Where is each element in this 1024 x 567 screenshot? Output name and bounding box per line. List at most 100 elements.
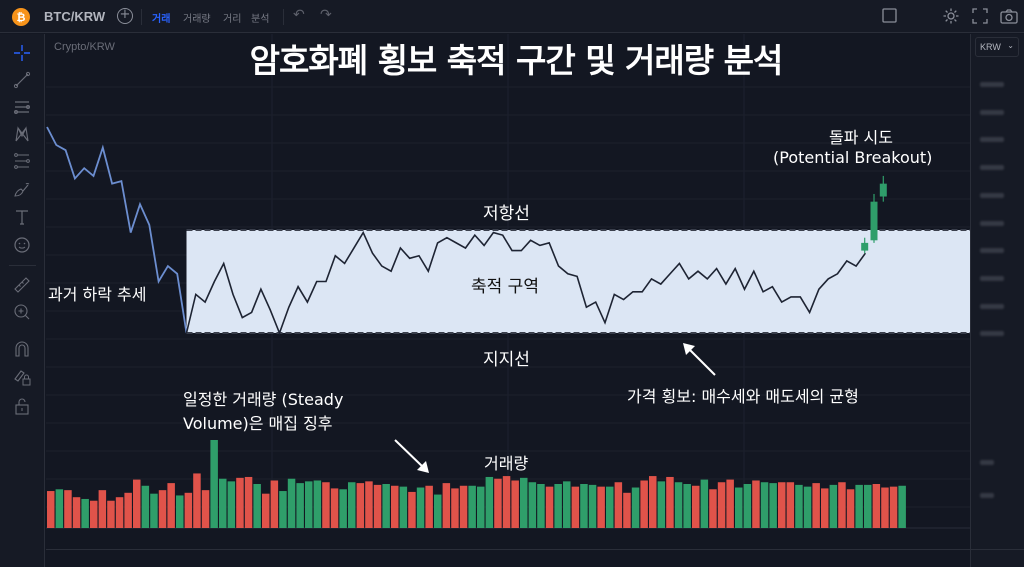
magnet-icon[interactable]	[12, 339, 32, 359]
bitcoin-logo-icon: ₿	[12, 8, 30, 26]
volume-bar	[193, 473, 201, 528]
volume-bar	[494, 478, 502, 528]
text-icon[interactable]	[12, 207, 32, 227]
volume-bar	[201, 490, 210, 528]
sideways-note: 가격 횡보: 매수세와 매도세의 균형	[627, 387, 859, 406]
gear-icon[interactable]	[942, 7, 960, 25]
volume-bar	[150, 493, 158, 528]
volume-bar	[640, 480, 648, 528]
volume-bar	[167, 483, 175, 528]
fullscreen-icon[interactable]	[972, 7, 988, 25]
volume-bar	[287, 478, 296, 528]
volume-bar	[666, 476, 674, 528]
volume-bar	[717, 482, 726, 528]
volume-tick	[980, 460, 994, 465]
volume-bar	[692, 485, 700, 528]
steady-volume-note-line1: 일정한 거래량 (Steady	[183, 390, 344, 409]
toolbar-divider	[9, 265, 36, 266]
ruler-icon[interactable]	[12, 275, 32, 295]
breakout-label: 돌파 시도	[829, 128, 893, 147]
pattern-icon[interactable]	[12, 124, 32, 144]
volume-bar	[778, 482, 786, 528]
volume-bar	[709, 489, 717, 528]
volume-bar	[141, 485, 150, 528]
symbol-selector[interactable]: BTC/KRW	[44, 9, 106, 24]
volume-bar	[571, 486, 580, 528]
volume-bar	[597, 486, 605, 528]
volume-bar	[588, 484, 597, 528]
volume-bar	[855, 484, 863, 528]
redo-button[interactable]: ↷	[320, 7, 332, 23]
volume-bar	[803, 486, 812, 528]
tab-analysis[interactable]: 분석	[251, 14, 270, 25]
volume-bar	[339, 489, 347, 528]
chevron-down-icon: ⌄	[1007, 41, 1014, 50]
volume-bar	[545, 486, 554, 528]
volume-bar	[115, 497, 124, 528]
volume-bar	[416, 487, 425, 528]
square-icon[interactable]	[882, 7, 898, 25]
volume-bar	[554, 484, 562, 528]
volume-bar	[735, 487, 743, 528]
volume-bar	[47, 491, 55, 528]
volume-bar	[270, 480, 279, 528]
volume-bar	[90, 500, 98, 528]
crosshair-icon[interactable]	[12, 43, 32, 63]
volume-bar	[769, 483, 777, 528]
tab-trade[interactable]: 거래	[152, 14, 171, 25]
volume-bar	[563, 481, 571, 528]
price-tick	[980, 248, 1004, 254]
volume-bar	[468, 485, 476, 528]
price-tick	[980, 82, 1004, 87]
volume-bar	[520, 477, 528, 528]
volume-bar	[219, 478, 227, 528]
volume-bar	[55, 489, 64, 528]
breakout-candle	[861, 242, 869, 251]
volume-bar	[227, 481, 236, 528]
tab-distance[interactable]: 거리	[223, 14, 242, 25]
lock-drawing-icon[interactable]	[12, 367, 32, 387]
top-toolbar	[0, 0, 1024, 33]
range-price-line	[185, 230, 867, 336]
volume-bar	[253, 484, 261, 528]
volume-bar	[502, 476, 511, 528]
volume-bar	[683, 484, 691, 528]
zoom-in-icon[interactable]	[12, 302, 32, 322]
volume-bar	[322, 482, 330, 528]
volume-bar	[752, 480, 760, 528]
resistance-label: 저항선	[483, 204, 530, 224]
brush-icon[interactable]	[12, 179, 32, 199]
volume-bar	[391, 485, 399, 528]
volume-bar	[700, 479, 709, 528]
camera-icon[interactable]	[1000, 7, 1018, 25]
volume-bar	[528, 482, 537, 528]
volume-bar	[795, 484, 803, 528]
price-tick	[980, 275, 1004, 281]
volume-bar	[657, 481, 666, 528]
volume-label: 거래량	[484, 454, 529, 473]
tab-volume[interactable]: 거래량	[183, 14, 211, 25]
volume-bar	[614, 482, 623, 528]
add-symbol-button[interactable]: +	[117, 8, 133, 24]
horizontal-lines-icon[interactable]	[12, 97, 32, 117]
lock-icon[interactable]	[12, 396, 32, 416]
volume-bar	[537, 484, 545, 528]
emoji-icon[interactable]	[12, 235, 32, 255]
trend-line-icon[interactable]	[12, 70, 32, 90]
volume-bar	[451, 488, 459, 528]
volume-bar	[98, 490, 107, 528]
volume-bar	[864, 484, 872, 528]
volume-bar	[279, 491, 287, 528]
volume-bar	[898, 485, 906, 528]
toolbar-divider	[141, 9, 142, 25]
volume-bar	[313, 480, 322, 528]
fib-icon[interactable]	[12, 151, 32, 171]
volume-bar	[889, 486, 898, 528]
volume-bar	[210, 440, 218, 528]
volume-bar	[829, 484, 838, 528]
price-axis[interactable]	[970, 34, 1024, 567]
undo-button[interactable]: ↶	[293, 7, 305, 23]
currency-dropdown[interactable]: KRW ⌄	[975, 37, 1019, 57]
volume-bar	[606, 486, 614, 528]
